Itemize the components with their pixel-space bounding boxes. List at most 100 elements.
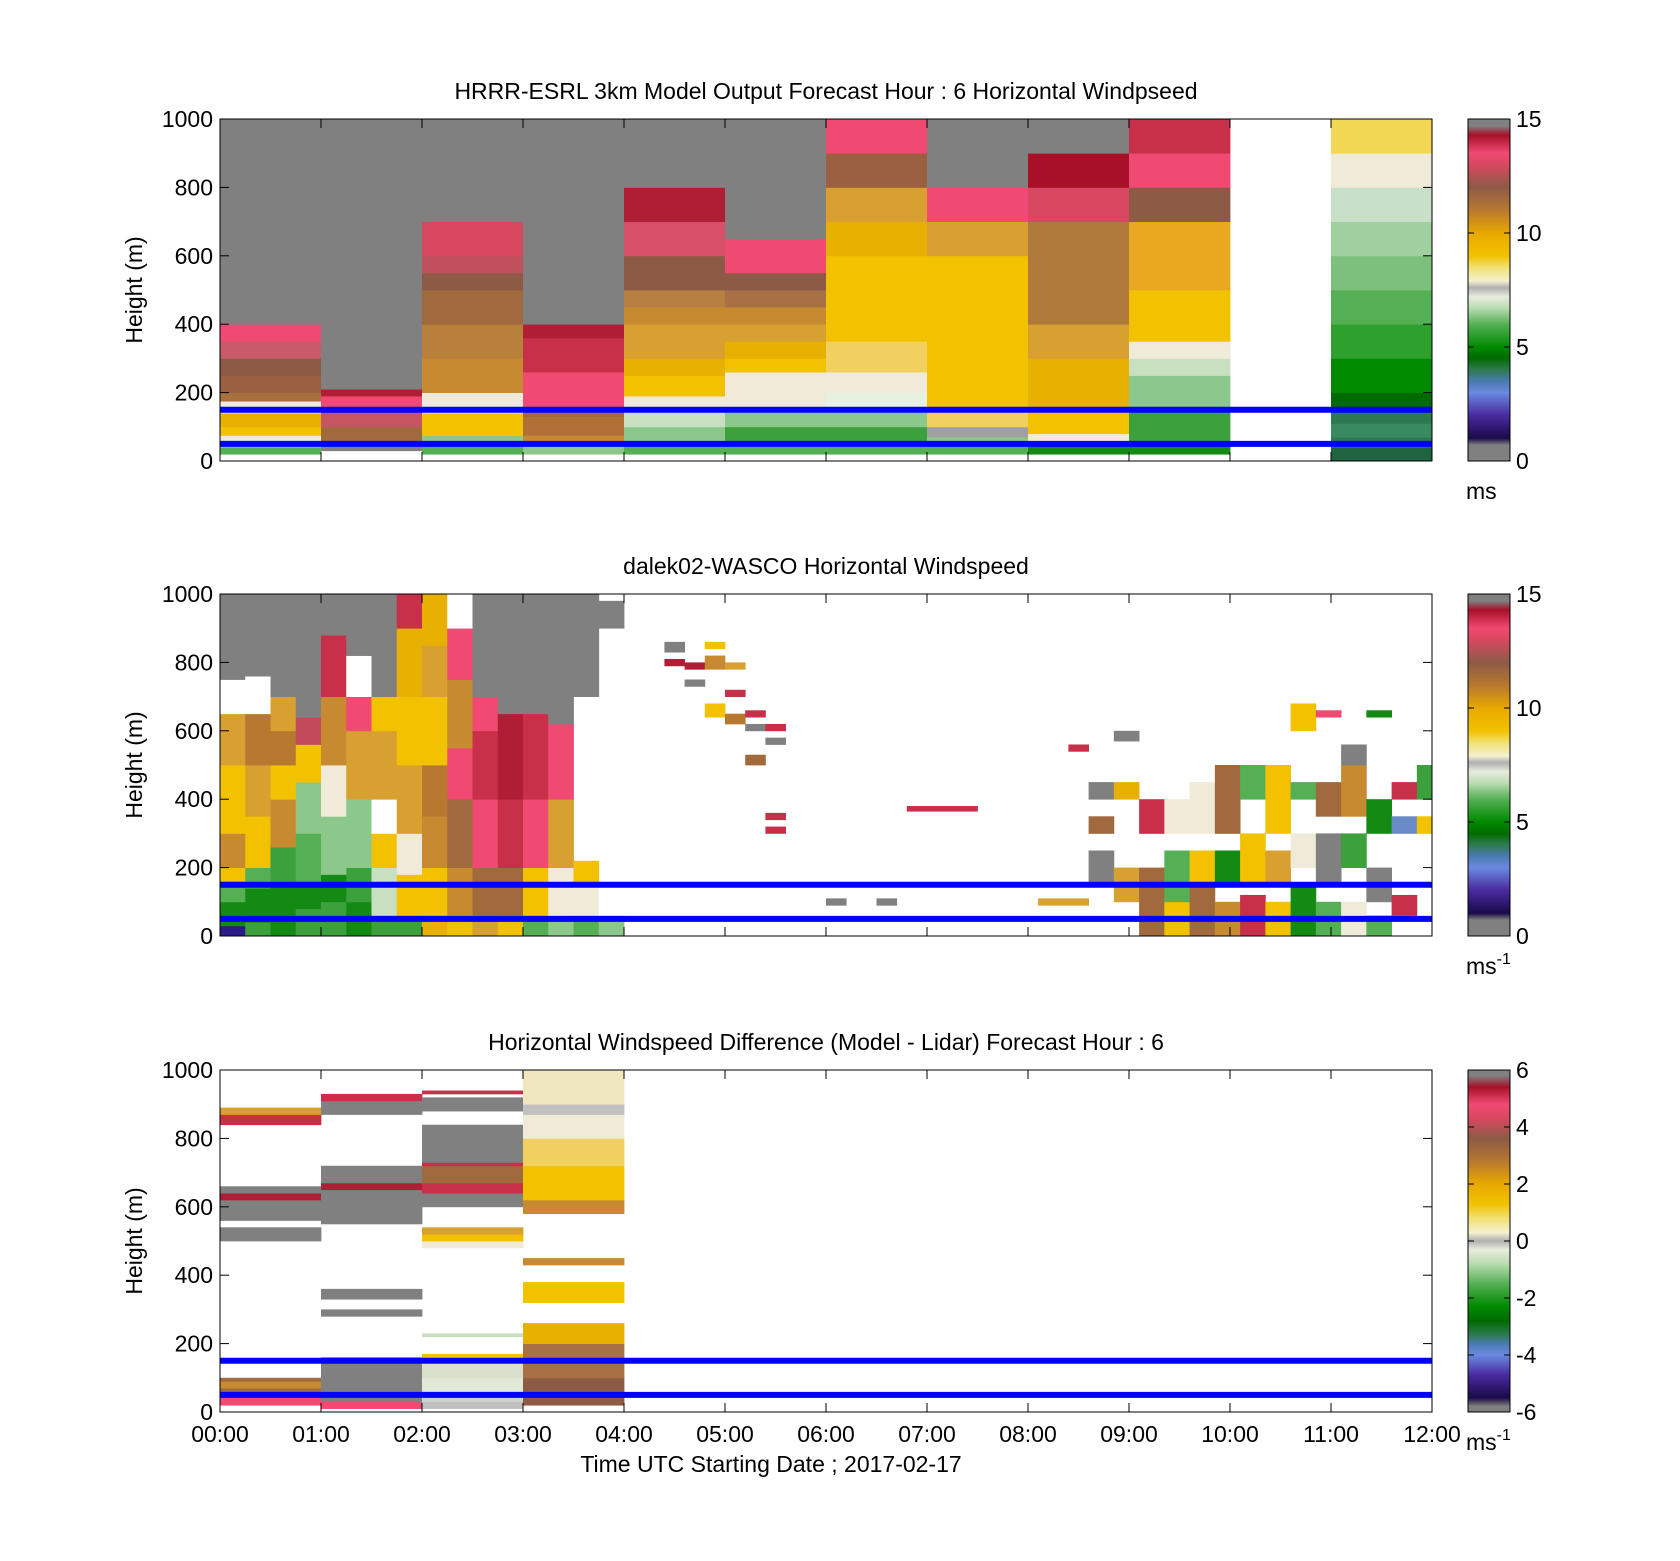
heatmap-cell <box>1088 850 1115 886</box>
colorbar-tick-label: 10 <box>1516 220 1542 246</box>
heatmap-cell <box>725 662 746 670</box>
heatmap-cell <box>220 413 322 428</box>
heatmap-cell <box>1366 710 1392 718</box>
heatmap-cell <box>220 375 322 393</box>
colorbar-tick-label: 5 <box>1516 334 1529 360</box>
heatmap-cell <box>548 867 574 916</box>
colorbar-unit: ms-1 <box>1466 1427 1511 1455</box>
heatmap-cell <box>1416 816 1433 834</box>
heatmap-cell <box>523 1070 625 1105</box>
heatmap-cell <box>573 594 600 697</box>
heatmap-cell <box>523 1165 625 1201</box>
heatmap-cell <box>321 696 347 766</box>
heatmap-cell <box>220 901 246 927</box>
heatmap-cell <box>270 765 297 800</box>
heatmap-cell <box>1129 454 1231 462</box>
heatmap-cell <box>1028 221 1130 325</box>
heatmap-cell <box>220 925 246 937</box>
heatmap-cell <box>422 1193 524 1208</box>
heatmap-cell <box>422 765 448 817</box>
heatmap-cell <box>220 1193 322 1201</box>
panel-3: 0 200 400 600 800 1000 00:00 01:00 02:00 03:00 04:… <box>121 1029 1537 1477</box>
colorbar-tick-label: -4 <box>1516 1342 1537 1368</box>
heatmap-cell <box>422 867 448 916</box>
x-tick-label: 01:00 <box>292 1421 350 1447</box>
heatmap-cell <box>826 153 928 188</box>
heatmap-cell <box>220 119 322 325</box>
x-tick-label: 04:00 <box>595 1421 653 1447</box>
y-tick-label: 0 <box>200 923 213 949</box>
heatmap-cell <box>523 324 625 339</box>
heatmap-cell <box>321 1309 423 1317</box>
x-tick-label: 11:00 <box>1303 1421 1359 1447</box>
heatmap-cell <box>1129 221 1231 291</box>
heatmap-cell <box>598 884 625 916</box>
heatmap-cell <box>523 1138 625 1167</box>
heatmap-cell <box>745 754 766 766</box>
heatmap-cell <box>321 874 347 903</box>
heatmap-cell <box>765 812 786 821</box>
heatmap-cell <box>1331 358 1433 393</box>
heatmap-cell <box>1028 119 1130 154</box>
heatmap-cell <box>321 450 423 462</box>
heatmap-cell <box>1290 884 1317 937</box>
heatmap-cell <box>220 1107 322 1115</box>
heatmap-cell <box>321 443 423 452</box>
colorbar-tick-label: 0 <box>1516 448 1529 474</box>
heatmap-cell <box>1028 187 1130 222</box>
y-tick-label: 800 <box>175 1125 213 1151</box>
heatmap-cell <box>1331 290 1433 325</box>
heatmap-cell <box>1129 409 1231 441</box>
heatmap-cell <box>447 628 473 680</box>
heatmap-cell <box>927 443 1029 455</box>
heatmap-cell <box>422 1241 524 1249</box>
heatmap-cell <box>624 187 726 222</box>
heatmap-cell <box>725 713 746 725</box>
colorbar-scale <box>1467 593 1511 937</box>
heatmap-cell <box>927 409 1029 428</box>
heatmap-cell <box>422 454 524 462</box>
heatmap-cell <box>745 723 766 732</box>
heatmap-cell <box>371 833 398 868</box>
heatmap-cell <box>765 737 786 745</box>
heatmap-cell <box>422 1162 524 1167</box>
x-axis-label: Time UTC Starting Date ; 2017-02-17 <box>580 1451 961 1477</box>
heatmap-cell <box>422 1364 524 1379</box>
heatmap-cell <box>1391 816 1418 834</box>
heatmap-cell <box>1164 850 1190 903</box>
heatmap-cell <box>1164 799 1190 834</box>
heatmap-cell <box>447 747 473 800</box>
heatmap-cell <box>346 696 372 732</box>
heatmap-cell <box>725 238 827 257</box>
heatmap-cell <box>1139 799 1165 834</box>
heatmap-cell <box>396 594 423 629</box>
heatmap-cell <box>664 658 685 667</box>
heatmap-cell <box>624 358 726 376</box>
heatmap-cell <box>826 341 928 373</box>
heatmap-cell <box>371 594 398 697</box>
heatmap-cell <box>1214 765 1241 834</box>
heatmap-cell <box>220 1186 322 1194</box>
heatmap-cell <box>321 1100 423 1115</box>
heatmap-cell <box>295 782 322 834</box>
heatmap-cell <box>523 1258 625 1266</box>
heatmap-cell <box>704 655 726 670</box>
colorbar-scale <box>1467 118 1511 462</box>
heatmap-cell <box>346 799 372 868</box>
heatmap-cell <box>1315 710 1342 718</box>
colorbar-tick-label: 6 <box>1516 1057 1529 1083</box>
heatmap-cell <box>725 255 827 274</box>
heatmap-cell <box>321 816 347 875</box>
heatmap-cell <box>523 799 549 868</box>
heatmap-cell <box>725 358 827 373</box>
heatmap-cell <box>321 594 347 636</box>
heatmap-cell <box>826 392 928 411</box>
heatmap-cell <box>1113 782 1140 800</box>
heatmap-cell <box>1331 447 1433 462</box>
heatmap-cell <box>270 696 297 732</box>
heatmap-cell <box>321 1288 423 1300</box>
heatmap-cell <box>220 1381 322 1389</box>
heatmap-cell <box>624 409 726 428</box>
heatmap-cell <box>422 272 524 291</box>
